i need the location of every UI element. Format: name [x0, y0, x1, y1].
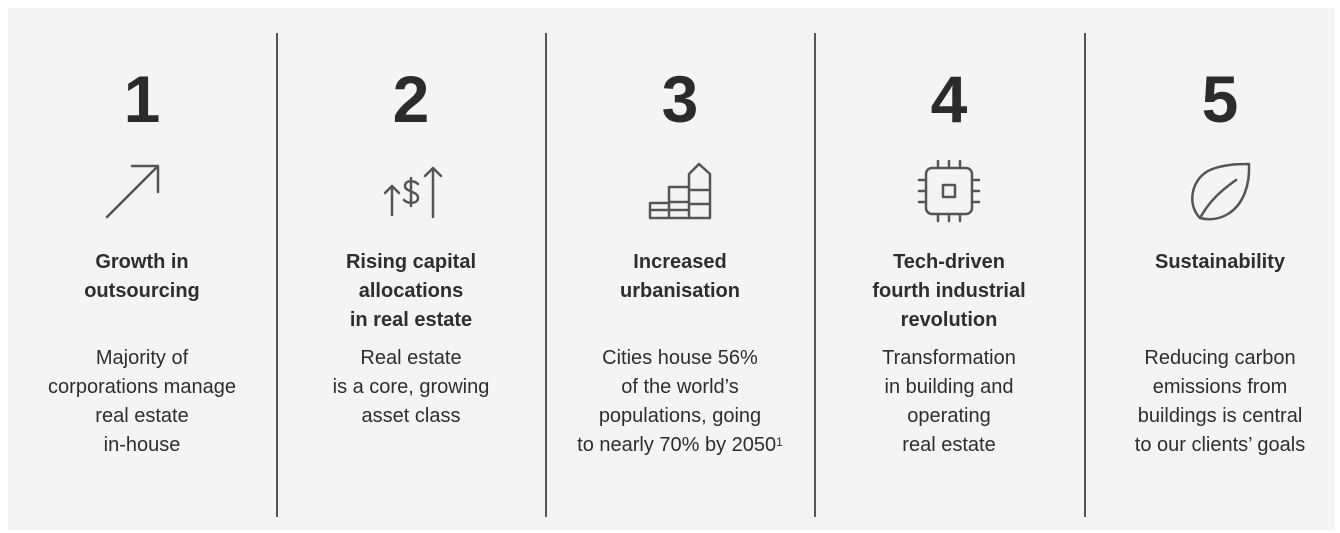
- divider: [1084, 33, 1086, 517]
- item-title: Increased urbanisation: [546, 248, 814, 306]
- title-line: fourth industrial: [872, 280, 1026, 302]
- tech-icon: [917, 159, 981, 223]
- item-description: Cities house 56% of the world’s population…: [546, 344, 814, 460]
- description-line: populations, going: [598, 405, 762, 427]
- title-line: Rising capital: [345, 251, 477, 273]
- title-line: Tech-driven: [893, 251, 1005, 273]
- description-line: in building and: [884, 376, 1014, 398]
- divider: [276, 33, 278, 517]
- item-number: 5: [1201, 62, 1239, 136]
- item-number: 2: [392, 62, 430, 136]
- title-line: Growth in: [95, 251, 189, 273]
- item-description: Transformation in building and operating re…: [815, 344, 1083, 460]
- description-line: buildings is central: [1137, 405, 1303, 427]
- description-line: is a core, growing: [332, 376, 490, 398]
- item-title: Sustainability: [1086, 248, 1340, 277]
- title-line: outsourcing: [84, 280, 200, 302]
- title-line: revolution: [900, 309, 998, 331]
- item-title: Growth in outsourcing: [8, 248, 276, 306]
- description-line: in-house: [103, 434, 181, 456]
- item-number: 3: [661, 62, 699, 136]
- item-description: Reducing carbon emissions from buildings i…: [1086, 344, 1340, 460]
- sustainability-icon: [1191, 162, 1251, 221]
- item-description: Majority of corporations manage real estat…: [8, 344, 276, 460]
- description-line: to our clients’ goals: [1134, 434, 1306, 456]
- title-line: in real estate: [349, 309, 473, 331]
- description-line: of the world’s: [621, 376, 739, 398]
- title-line: allocations: [358, 280, 464, 302]
- description-line: Majority of: [95, 347, 189, 369]
- title-line: Increased: [633, 251, 727, 273]
- description-line: Cities house 56%: [602, 347, 758, 369]
- description-line: to nearly 70% by 2050: [577, 434, 777, 456]
- growth-icon: [105, 164, 160, 219]
- urbanisation-icon: [648, 162, 712, 220]
- capital-icon: [383, 166, 443, 219]
- divider: [814, 33, 816, 517]
- item-description: Real estate is a core, growing asset class: [277, 344, 545, 431]
- description-line: Reducing carbon: [1144, 347, 1296, 369]
- title-line: urbanisation: [619, 280, 740, 302]
- item-number: 4: [930, 62, 968, 136]
- description-line: Real estate: [360, 347, 462, 369]
- divider: [545, 33, 547, 517]
- description-line: operating: [907, 405, 991, 427]
- description-line: emissions from: [1152, 376, 1288, 398]
- description-line: real estate: [902, 434, 996, 456]
- description-line-wrap: to nearly 70% by 20501: [546, 431, 814, 460]
- footnote-marker: 1: [776, 435, 783, 449]
- description-line: asset class: [361, 405, 461, 427]
- item-title: Rising capital allocations in real estate: [277, 248, 545, 335]
- description-line: Transformation: [882, 347, 1016, 369]
- title-line: Sustainability: [1154, 251, 1286, 273]
- panel: [8, 8, 1335, 530]
- description-line: corporations manage: [48, 376, 236, 398]
- item-title: Tech-driven fourth industrial revolution: [815, 248, 1083, 335]
- item-number: 1: [123, 62, 161, 136]
- description-line: real estate: [95, 405, 189, 427]
